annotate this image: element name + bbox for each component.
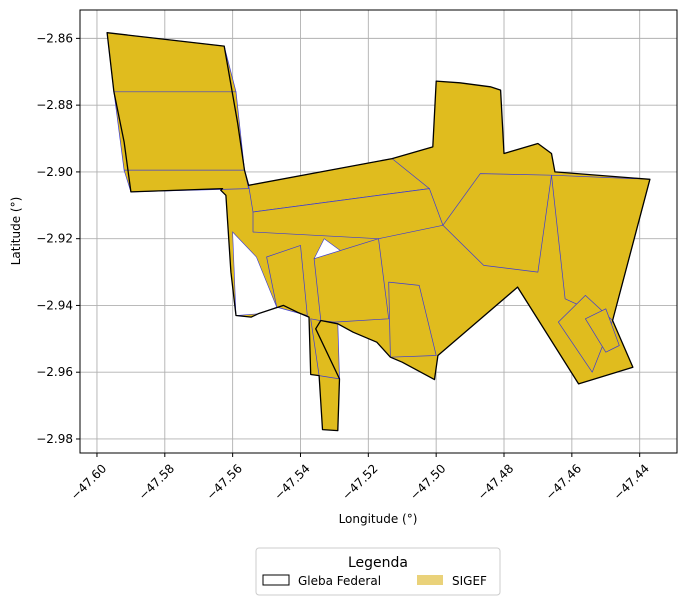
y-tick-label-2: −2.90 (36, 165, 73, 179)
legend: Legenda Gleba Federal SIGEF (255, 547, 501, 596)
sigef-parcel-2 (123, 169, 249, 193)
plot-frame (79, 9, 678, 454)
x-tick-label-1: −47.58 (136, 461, 177, 502)
x-axis-ticks: −47.60 −47.58 −47.56 −47.54 −47.52 −47.50 −47.… (68, 453, 652, 503)
y-tick-label-3: −2.92 (36, 232, 73, 246)
x-tick-label-2: −47.56 (204, 461, 245, 502)
x-axis-label: Longitude (°) (339, 512, 418, 526)
legend-label-sigef: SIGEF (452, 574, 487, 588)
sigef-parcels (106, 32, 651, 431)
y-axis-ticks: −2.86 −2.88 −2.90 −2.92 −2.94 −2.96 −2.98 (36, 31, 80, 446)
y-tick-label-4: −2.94 (36, 298, 73, 312)
legend-title: Legenda (348, 555, 408, 571)
y-axis-label: Latitude (°) (9, 197, 23, 266)
sigef-parcel-6 (313, 238, 390, 323)
sigef-parcel-7 (388, 281, 437, 358)
x-tick-label-8: −47.44 (611, 461, 652, 502)
sigef-parcel-1 (113, 91, 245, 171)
x-tick-label-3: −47.54 (272, 461, 313, 502)
sigef-parcel-4 (252, 188, 444, 240)
x-tick-label-7: −47.46 (543, 461, 584, 502)
legend-swatch-gleba (262, 574, 290, 586)
y-tick-label-5: −2.96 (36, 365, 73, 379)
sigef-parcel-9 (551, 174, 651, 321)
sigef-parcel-0 (106, 32, 237, 93)
y-tick-label-6: −2.98 (36, 432, 73, 446)
legend-label-gleba: Gleba Federal (298, 574, 381, 588)
x-tick-label-5: −47.50 (407, 461, 448, 502)
x-tick-label-6: −47.48 (475, 461, 516, 502)
x-tick-label-4: −47.52 (339, 461, 380, 502)
legend-swatch-sigef (417, 575, 443, 585)
sigef-parcel-8 (442, 173, 552, 273)
x-tick-label-0: −47.60 (68, 461, 109, 502)
sigef-parcel-11 (585, 308, 620, 353)
y-tick-label-0: −2.86 (36, 31, 73, 45)
sigef-parcel-5 (266, 245, 308, 316)
gleba-federal-outline (106, 32, 651, 432)
gleba-boundary (106, 32, 651, 432)
y-tick-label-1: −2.88 (36, 98, 73, 112)
